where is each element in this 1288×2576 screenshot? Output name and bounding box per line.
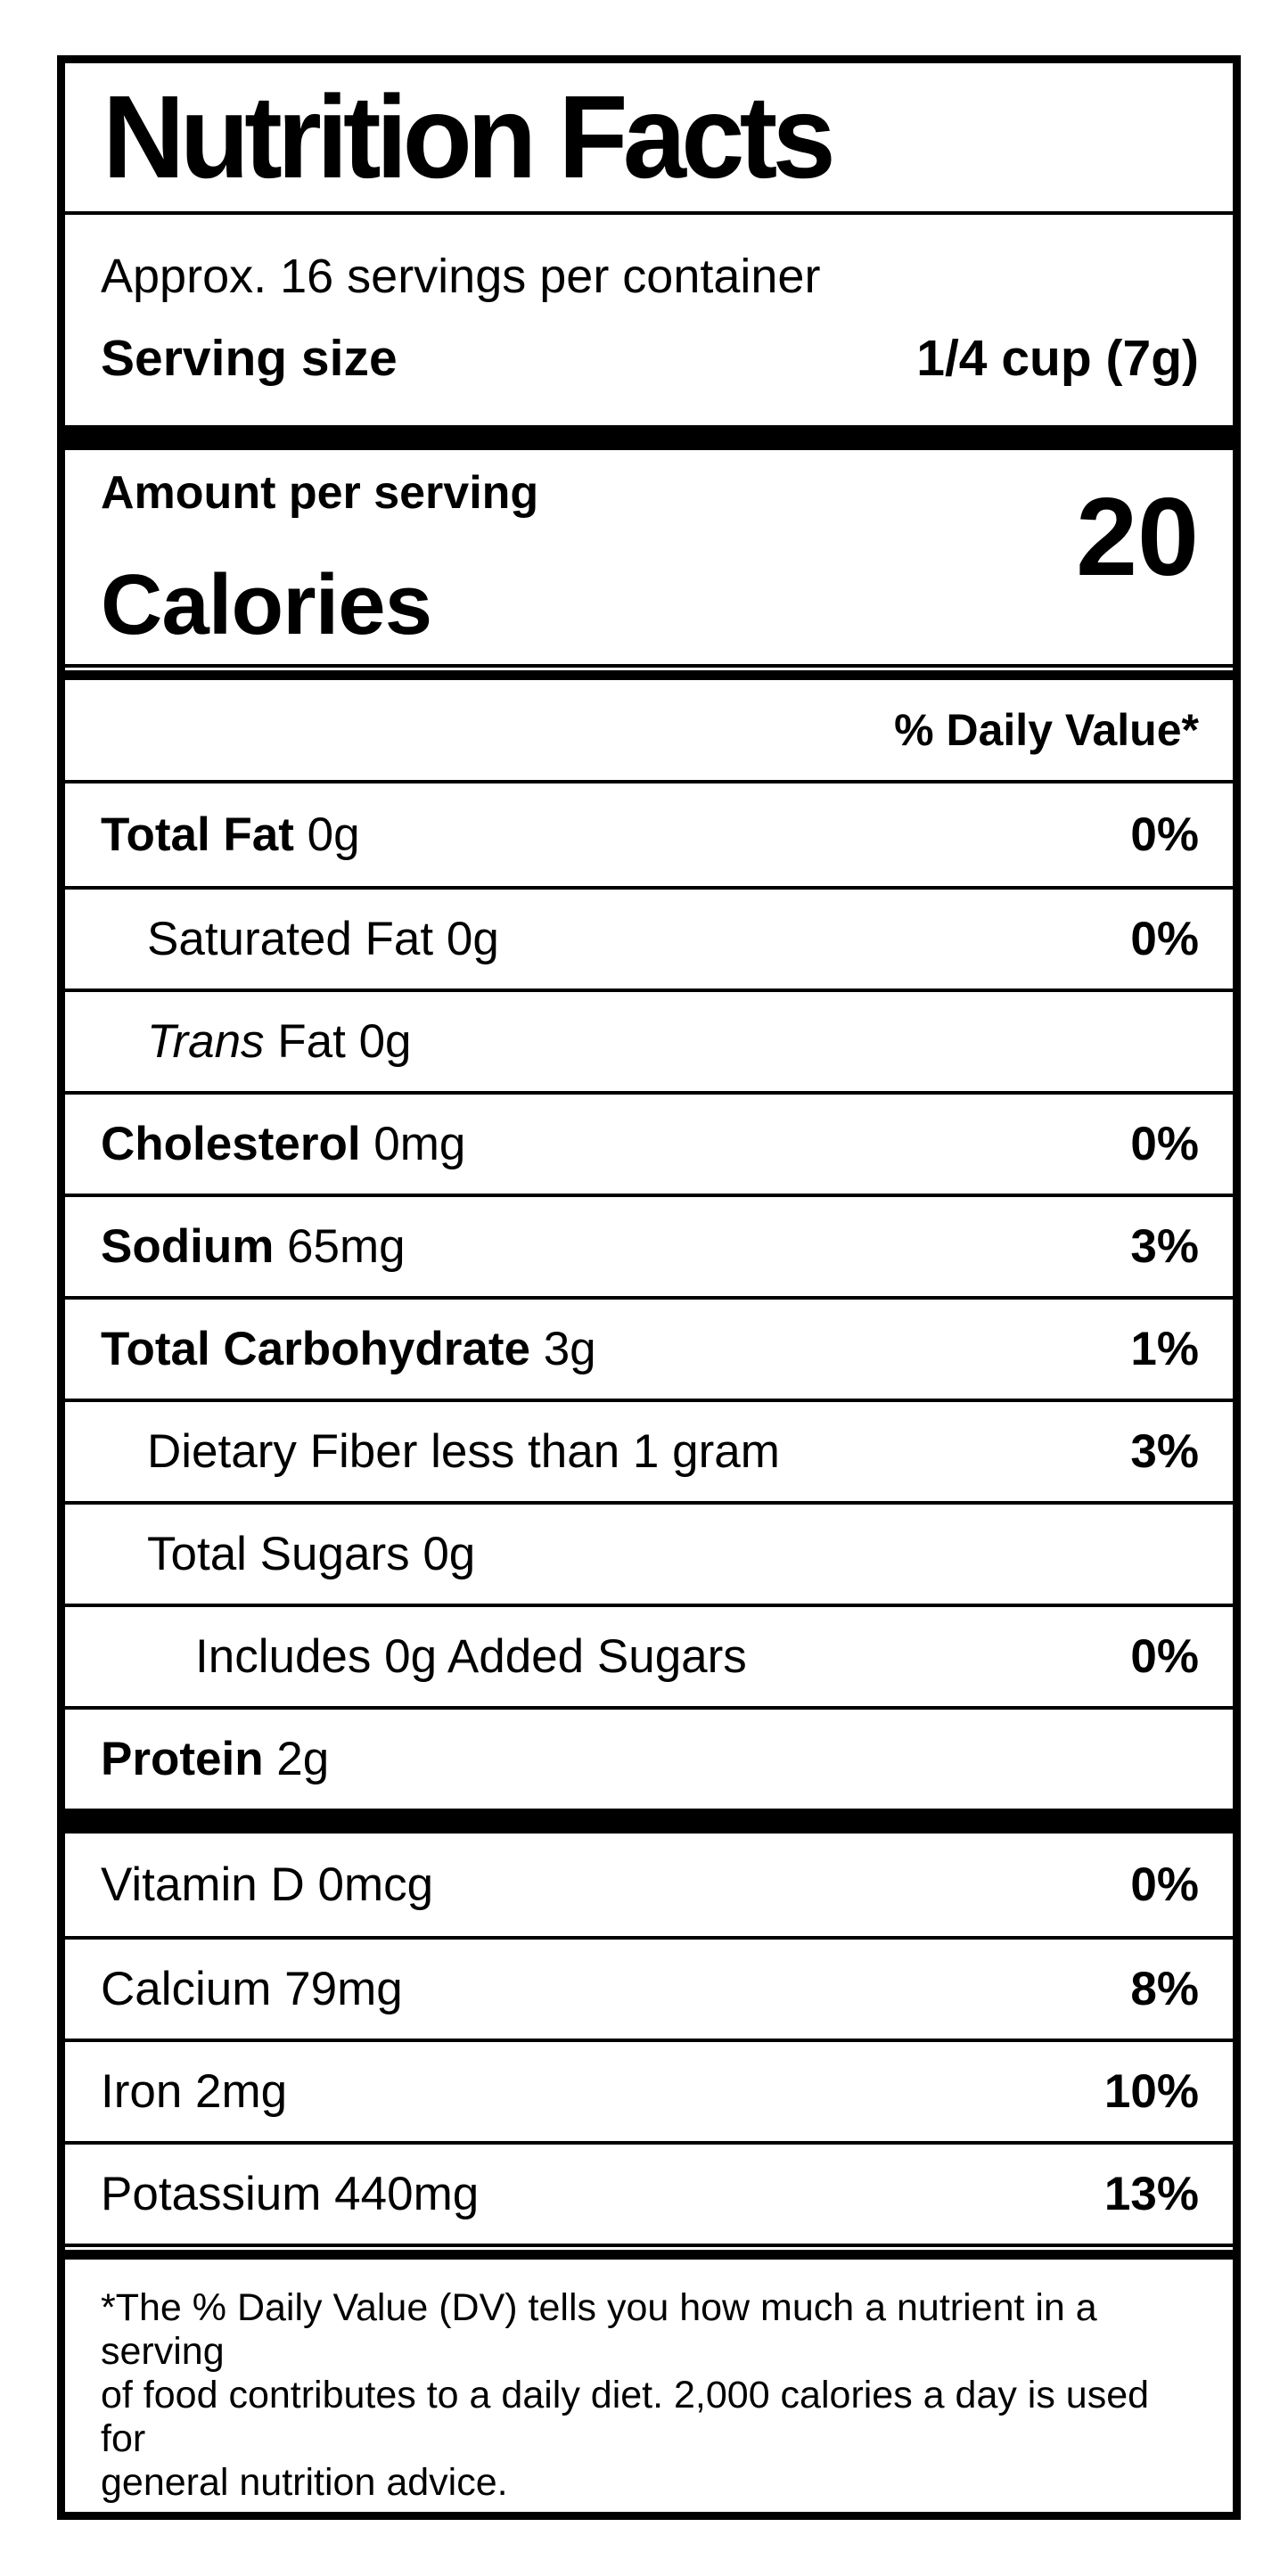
nutrient-row-sodium: Sodium 65mg 3% [65,1194,1233,1296]
nutrient-row-dietary-fiber: Dietary Fiber less than 1 gram 3% [65,1399,1233,1501]
daily-value-header: % Daily Value* [894,705,1199,755]
nutrient-label-added-sugars: Includes 0g Added Sugars [195,1630,747,1683]
nutrient-label-saturated-fat: Saturated Fat 0g [147,913,499,965]
nutrition-facts-label: Nutrition Facts Approx. 16 servings per … [57,55,1241,2520]
micronutrient-row-vitamin-d: Vitamin D 0mcg 0% [65,1834,1233,1936]
medium-bar [65,2250,1233,2260]
micronutrient-rows: Vitamin D 0mcg 0% Calcium 79mg 8% Iron 2mg 10… [65,1834,1233,2244]
micronutrient-daily-value-potassium: 13% [1103,2168,1199,2220]
serving-size-row: Serving size 1/4 cup (7g) [101,329,1199,387]
divider-gap [65,668,1233,670]
divider [65,664,1233,668]
thick-bar [65,425,1233,450]
nutrient-label-trans-fat: Trans Fat 0g [147,1015,412,1068]
footnote: *The % Daily Value (DV) tells you how mu… [65,2260,1233,2512]
label-title: Nutrition Facts [103,71,836,202]
micronutrient-daily-value-vitamin-d: 0% [1130,1858,1199,1911]
nutrient-row-saturated-fat: Saturated Fat 0g 0% [65,886,1233,989]
nutrient-row-added-sugars: Includes 0g Added Sugars 0% [65,1604,1233,1706]
micronutrient-label-potassium: Potassium 440mg [101,2168,480,2220]
nutrient-daily-value-sodium: 3% [1130,1220,1199,1273]
nutrient-daily-value-added-sugars: 0% [1130,1630,1199,1683]
servings-per-container: Approx. 16 servings per container [101,250,821,304]
nutrient-daily-value-saturated-fat: 0% [1130,913,1199,965]
amount-per-serving-label: Amount per serving [101,467,539,519]
nutrient-label-cholesterol: Cholesterol 0mg [101,1118,466,1170]
medium-bar [65,670,1233,680]
nutrient-row-total-fat: Total Fat 0g 0% [65,783,1233,886]
micronutrient-daily-value-calcium: 8% [1130,1963,1199,2015]
calories-label: Calories [101,557,432,652]
nutrient-label-total-fat: Total Fat 0g [101,808,360,861]
nutrient-row-total-sugars: Total Sugars 0g [65,1501,1233,1604]
nutrient-label-total-carbohydrate: Total Carbohydrate 3g [101,1323,596,1375]
micronutrient-row-calcium: Calcium 79mg 8% [65,1936,1233,2039]
nutrient-label-total-sugars: Total Sugars 0g [147,1528,476,1580]
daily-value-header-row: % Daily Value* [65,680,1233,780]
footnote-line: *The % Daily Value (DV) tells you how mu… [101,2286,1097,2373]
divider-gap [65,2247,1233,2250]
serving-size-label: Serving size [101,329,398,387]
nutrient-daily-value-cholesterol: 0% [1130,1118,1199,1170]
micronutrient-label-iron: Iron 2mg [101,2065,288,2118]
nutrient-row-trans-fat: Trans Fat 0g [65,989,1233,1091]
nutrient-daily-value-total-carbohydrate: 1% [1130,1323,1199,1375]
micronutrient-row-iron: Iron 2mg 10% [65,2039,1233,2141]
nutrient-label-protein: Protein 2g [101,1733,330,1785]
nutrient-rows: Total Fat 0g 0% Saturated Fat 0g 0% Trans Fa… [65,783,1233,1809]
serving-size-value: 1/4 cup (7g) [916,329,1199,387]
nutrient-daily-value-dietary-fiber: 3% [1130,1425,1199,1478]
nutrient-daily-value-total-fat: 0% [1130,808,1199,861]
calories-value: 20 [1076,476,1199,599]
divider [65,2244,1233,2247]
divider [65,780,1233,783]
micronutrient-label-vitamin-d: Vitamin D 0mcg [101,1858,434,1911]
servings-section: Approx. 16 servings per container Servin… [65,215,1233,425]
nutrient-label-dietary-fiber: Dietary Fiber less than 1 gram [147,1425,780,1478]
micronutrient-daily-value-iron: 10% [1103,2065,1199,2118]
micronutrient-row-potassium: Potassium 440mg 13% [65,2141,1233,2244]
nutrient-row-cholesterol: Cholesterol 0mg 0% [65,1091,1233,1194]
title-section: Nutrition Facts [65,63,1233,211]
thick-bar [65,1809,1233,1834]
micronutrient-label-calcium: Calcium 79mg [101,1963,403,2015]
calories-section: Amount per serving Calories 20 [65,450,1233,664]
calories-left-column: Amount per serving Calories [101,470,538,648]
nutrient-row-protein: Protein 2g [65,1706,1233,1809]
nutrient-label-sodium: Sodium 65mg [101,1220,406,1273]
footnote-line: general nutrition advice. [101,2461,508,2504]
footnote-line: of food contributes to a daily diet. 2,0… [101,2374,1150,2460]
nutrient-row-total-carbohydrate: Total Carbohydrate 3g 1% [65,1296,1233,1399]
divider [65,211,1233,215]
